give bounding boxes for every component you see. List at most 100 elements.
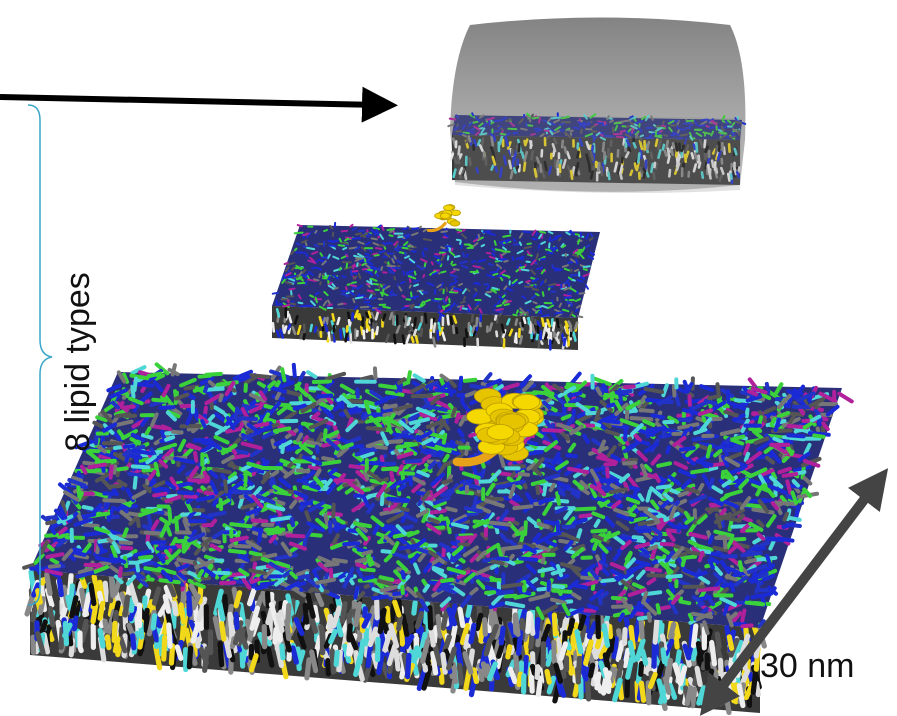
lipid-tail (94, 577, 98, 594)
lipid-tail (537, 333, 538, 339)
lipid-head (277, 304, 282, 305)
lipid-head (342, 276, 345, 277)
lipid-head (288, 276, 296, 277)
lipid-tail (327, 318, 328, 324)
lipid-tail (399, 617, 401, 629)
lipid-head (375, 233, 376, 235)
lipid-head (325, 430, 326, 439)
lipid-tail (434, 324, 435, 332)
lipid-head (549, 237, 550, 240)
lipid-head (357, 295, 364, 296)
lipid-tail (472, 315, 473, 322)
lipid-head (48, 554, 63, 557)
lipid-tail (678, 652, 680, 663)
lipid-head (425, 586, 428, 591)
lipid-head (505, 596, 516, 597)
lipid-tail (604, 626, 607, 646)
lipid-head (485, 374, 490, 381)
lipid-head (369, 446, 386, 448)
lipid-tail (685, 646, 689, 657)
lipid-head (708, 446, 710, 456)
lipid-head (353, 238, 360, 239)
lipid-head (368, 285, 370, 287)
lipid-tail (641, 683, 643, 700)
lipid-head (717, 384, 718, 394)
lipid-head (158, 547, 175, 548)
lipid-head (534, 285, 536, 287)
lipid-head (592, 531, 605, 532)
lipid-head (647, 491, 650, 501)
lipid-head (140, 557, 152, 558)
lipid-head (176, 518, 177, 530)
lipid-head (411, 292, 412, 296)
lipid-tail (625, 650, 628, 665)
lipid-head (390, 295, 395, 296)
lipid-head (519, 282, 522, 283)
lipid-tail (189, 648, 190, 667)
lipid-tail (687, 688, 691, 704)
lipid-tail (50, 609, 53, 625)
lipid-tail (349, 320, 350, 324)
lipid-head (101, 563, 110, 564)
lipid-head (487, 253, 491, 254)
lipid-head (680, 419, 690, 420)
lipid-tail (368, 326, 369, 330)
lipid-tail (301, 332, 303, 338)
lipid-tail (91, 585, 94, 603)
lipid-head (624, 463, 635, 464)
lipid-head (195, 453, 196, 461)
lipid-head (491, 523, 510, 525)
lipid-tail (648, 660, 649, 673)
lipid-head (372, 238, 377, 239)
lipid-tail (47, 575, 50, 594)
lipid-head (210, 513, 224, 515)
lipid-head (732, 437, 743, 440)
lipid-head (205, 408, 206, 414)
lipid-head (537, 254, 538, 259)
lipid-head (353, 299, 354, 302)
lipid-head (584, 266, 590, 267)
lipid-tail (516, 654, 517, 670)
lipid-head (546, 522, 555, 524)
lipid-head (374, 284, 379, 285)
lipid-head (425, 263, 426, 266)
lipid-tail (222, 624, 224, 639)
lipid-head (740, 562, 741, 570)
lipid-head (414, 280, 419, 281)
lipid-head (143, 435, 151, 438)
lipid-head (482, 469, 484, 476)
lipid-head (536, 233, 537, 236)
lipid-head (324, 230, 327, 231)
lipid-tail (336, 652, 337, 664)
lipid-head (475, 289, 476, 291)
lipid-head (742, 611, 744, 621)
lipid-tail (133, 636, 134, 648)
lipid-head (647, 569, 661, 571)
lipid-head (366, 254, 369, 255)
lipid-head (641, 410, 653, 411)
lipid-head (639, 531, 650, 532)
lipid-head (295, 233, 303, 234)
lipid-head (412, 251, 416, 252)
lipid-head (443, 548, 444, 555)
lipid-head (575, 234, 579, 235)
lipid-tail (578, 658, 579, 678)
lipid-head (295, 249, 297, 251)
lipid-head (252, 558, 259, 560)
lipid-head (769, 539, 783, 540)
lipid-head (523, 232, 530, 233)
lipid-head (147, 429, 150, 434)
lipid-head (525, 247, 531, 248)
lipid-head (253, 520, 266, 521)
lipid-head (505, 304, 509, 305)
lipid-head (163, 426, 170, 429)
lipid-head (386, 397, 396, 399)
lipid-head (710, 537, 712, 543)
lipid-tail (61, 629, 62, 647)
lipid-head (340, 268, 341, 270)
lipid-tail (299, 652, 303, 664)
lipid-tail (564, 339, 565, 345)
lipid-head (149, 516, 151, 525)
lipid-head (569, 393, 580, 395)
lipid-head (487, 499, 502, 500)
